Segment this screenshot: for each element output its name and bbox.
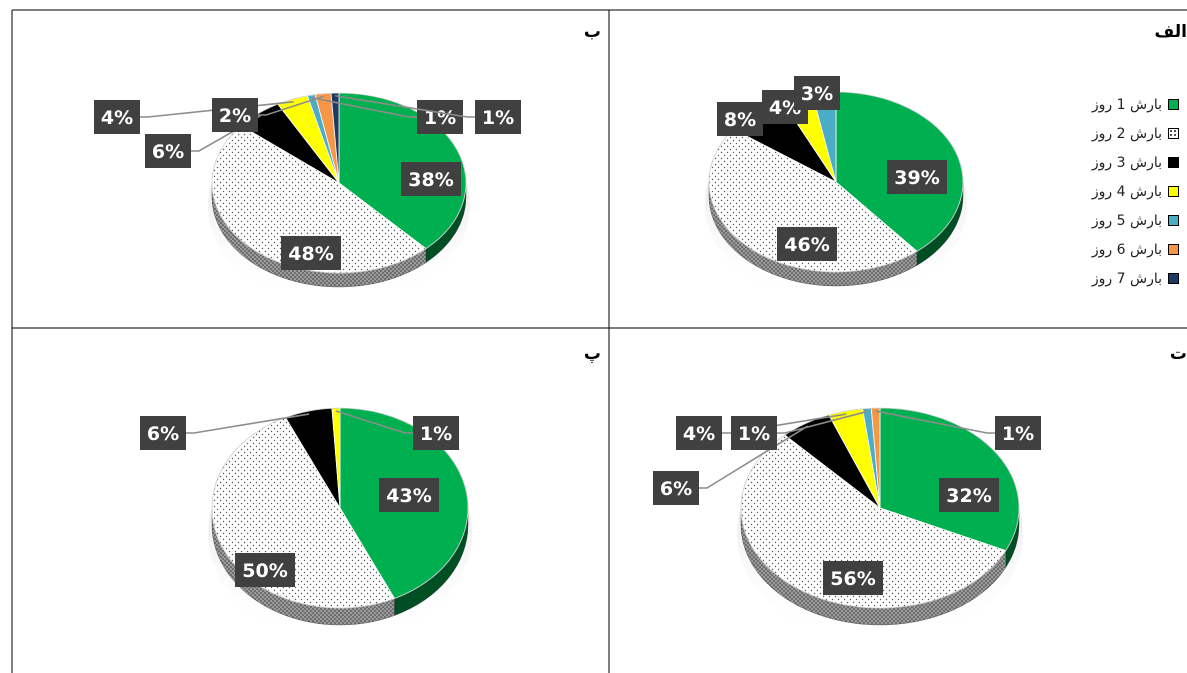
data-label-box [401, 162, 461, 196]
data-label: 50% [242, 560, 287, 582]
data-label-box [379, 478, 439, 512]
data-label: 1% [738, 423, 770, 445]
leader-line [311, 97, 417, 118]
data-label: 4% [683, 423, 715, 445]
pie-rim [740, 407, 1020, 609]
data-label-box [731, 416, 777, 450]
pie-rim [211, 407, 469, 609]
legend-swatch [1168, 157, 1179, 168]
legend-label: بارش 3 روز [1091, 154, 1162, 171]
legend-item: بارش 7 روز [1029, 264, 1179, 293]
leader-line [335, 410, 413, 434]
leader-line [186, 413, 310, 434]
data-label: 1% [1002, 423, 1034, 445]
leader-line [258, 95, 324, 116]
legend-label: بارش 6 روز [1091, 241, 1162, 258]
legend-label: بارش 1 روز [1091, 96, 1162, 113]
data-label-box [676, 416, 722, 450]
panel-alef-letter: الف [1154, 22, 1187, 42]
pie-rim [211, 92, 467, 274]
data-label-box [887, 160, 947, 194]
leader-line [335, 94, 475, 118]
panel-b-letter: ب [583, 22, 601, 42]
legend-item: بارش 1 روز [1029, 90, 1179, 119]
legend-swatch [1168, 273, 1179, 284]
data-label-box [281, 236, 341, 270]
data-label-box [235, 553, 295, 587]
data-label-box [413, 416, 459, 450]
legend-swatch [1168, 128, 1179, 139]
panel-b: ب 38% 48% 6% 4% 1% 2% 1% [12, 10, 609, 328]
panel-alef: الف 39% 46% 8% 4% 3% بارش 1 روز بارش 2 روز بار… [609, 10, 1187, 328]
data-label-box [995, 416, 1041, 450]
legend-item: بارش 3 روز [1029, 148, 1179, 177]
panel-pe-letter: پ [583, 344, 601, 364]
data-label: 32% [946, 485, 991, 507]
data-label: 1% [420, 423, 452, 445]
data-label-box [823, 561, 883, 595]
data-label: 2% [219, 105, 251, 127]
legend-item: بارش 5 روز [1029, 206, 1179, 235]
legend-item: بارش 4 روز [1029, 177, 1179, 206]
data-label-box [717, 102, 763, 136]
data-label: 1% [424, 107, 456, 129]
legend-swatch [1168, 244, 1179, 255]
pie-chart-pe: 43% 50% 6% 1% [140, 407, 472, 643]
data-label: 8% [724, 109, 756, 131]
data-label-box [777, 227, 837, 261]
legend-item: بارش 2 روز [1029, 119, 1179, 148]
data-label: 4% [769, 97, 801, 119]
data-label-box [94, 100, 140, 134]
legend-label: بارش 2 روز [1091, 125, 1162, 142]
legend-label: بارش 5 روز [1091, 212, 1162, 229]
legend-item: بارش 6 روز [1029, 235, 1179, 264]
data-label: 1% [482, 107, 514, 129]
data-label-box [475, 100, 521, 134]
data-label: 38% [408, 169, 453, 191]
leader-line [722, 413, 847, 434]
pie-chart-te: 32% 56% 6% 4% 1% 1% [653, 407, 1041, 643]
data-label-box [794, 76, 840, 110]
data-label: 4% [101, 107, 133, 129]
data-label: 6% [152, 141, 184, 163]
legend-swatch [1168, 186, 1179, 197]
panel-pe: پ 43% 50% 6% 1% [12, 328, 609, 673]
data-label: 48% [288, 243, 333, 265]
data-label: 43% [386, 485, 431, 507]
pie-chart-alef: 39% 46% 8% 4%3% [705, 76, 967, 304]
chart-legend: بارش 1 روز بارش 2 روز بارش 3 روز بارش 4 روز… [1029, 90, 1179, 293]
legend-swatch [1168, 215, 1179, 226]
data-label: 6% [660, 478, 692, 500]
legend-label: بارش 4 روز [1091, 183, 1162, 200]
data-label: 3% [801, 83, 833, 105]
leader-line [777, 410, 868, 434]
panel-te: ت 32% 56% 6% 4% 1% 1% [609, 328, 1187, 673]
legend-label: بارش 7 روز [1091, 270, 1162, 287]
data-label: 56% [830, 568, 875, 590]
data-label-box [140, 416, 186, 450]
data-label-box [939, 478, 999, 512]
data-label-box [417, 100, 463, 134]
panel-te-letter: ت [1169, 344, 1187, 364]
leader-line [875, 410, 995, 434]
data-label-box [212, 98, 258, 132]
data-label-box [653, 471, 699, 505]
data-label: 6% [147, 423, 179, 445]
data-label-box [145, 134, 191, 168]
data-label: 46% [784, 234, 829, 256]
legend-swatch [1168, 99, 1179, 110]
pie-chart-b: 38% 48% 6% 4% 1% 2% 1% [94, 92, 521, 305]
data-label: 39% [894, 167, 939, 189]
